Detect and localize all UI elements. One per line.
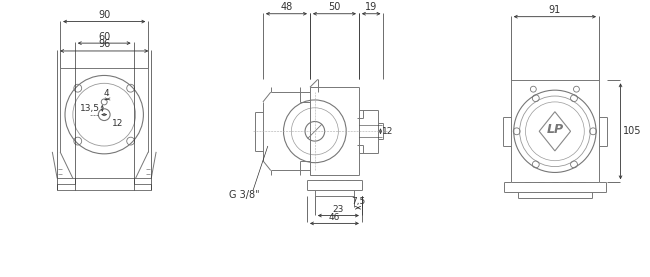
Text: 23: 23 xyxy=(333,205,344,214)
Text: 105: 105 xyxy=(623,126,641,136)
Text: 12: 12 xyxy=(382,127,394,136)
Text: 48: 48 xyxy=(280,2,292,12)
Text: LP: LP xyxy=(546,123,564,136)
Text: 60: 60 xyxy=(98,32,110,42)
Text: 96: 96 xyxy=(98,40,110,50)
Text: 7,5: 7,5 xyxy=(351,197,365,206)
Text: 90: 90 xyxy=(98,10,110,20)
Text: 46: 46 xyxy=(329,213,340,222)
Text: 13,5: 13,5 xyxy=(81,104,100,113)
Text: 19: 19 xyxy=(365,2,377,12)
Text: 4: 4 xyxy=(103,89,109,98)
Text: 91: 91 xyxy=(549,5,561,15)
Text: 12: 12 xyxy=(112,119,124,128)
Text: 50: 50 xyxy=(328,2,341,12)
Text: G 3/8": G 3/8" xyxy=(229,190,259,200)
